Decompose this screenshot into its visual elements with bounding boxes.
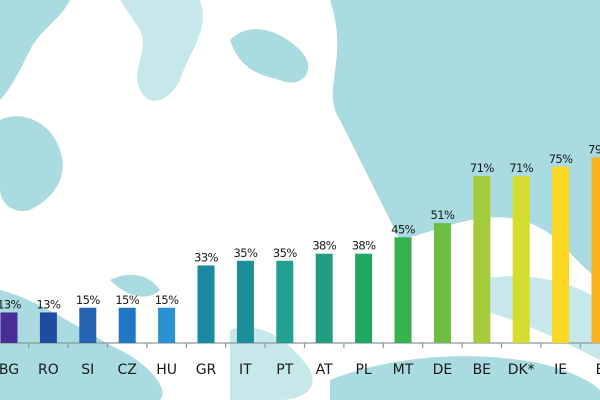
bar-mt <box>394 237 412 343</box>
bar-e <box>591 157 600 343</box>
value-label: 35% <box>273 246 297 260</box>
value-label: 75% <box>549 152 573 166</box>
value-label: 13% <box>37 297 61 311</box>
value-label: 79% <box>588 142 600 156</box>
value-label: 71% <box>470 161 494 175</box>
bar-hu <box>158 307 176 343</box>
value-label: 38% <box>352 239 376 253</box>
value-label: 51% <box>431 208 455 222</box>
value-label: 71% <box>509 161 533 175</box>
bar-de <box>433 223 451 343</box>
bar-pl <box>355 253 373 343</box>
category-label: CZ <box>118 362 137 378</box>
value-label: 15% <box>115 293 139 307</box>
bar-ie <box>552 166 570 343</box>
category-label: PT <box>276 362 293 378</box>
value-label: 45% <box>391 222 415 236</box>
category-label: E <box>596 362 600 378</box>
value-label: 15% <box>155 293 179 307</box>
value-label: 15% <box>76 293 100 307</box>
category-label: PL <box>355 362 371 378</box>
value-label: 38% <box>312 239 336 253</box>
category-label: AT <box>316 362 333 378</box>
category-label: MT <box>393 362 414 378</box>
bar-cz <box>118 307 136 343</box>
bar-ro <box>39 312 57 343</box>
category-label: BE <box>473 362 491 378</box>
bar-dk <box>512 176 530 343</box>
bar-si <box>79 307 97 343</box>
value-label: 35% <box>234 246 258 260</box>
bar-bg <box>0 312 18 343</box>
bar-at <box>315 253 333 343</box>
bar-be <box>473 176 491 343</box>
value-label: 13% <box>0 297 22 311</box>
category-label: DK* <box>508 362 535 378</box>
category-label: SI <box>81 362 94 378</box>
category-label: BG <box>0 362 19 378</box>
category-label: RO <box>38 362 59 378</box>
category-label: IT <box>239 362 252 378</box>
category-label: IE <box>554 362 567 378</box>
bar-pt <box>276 260 294 343</box>
value-label: 33% <box>194 250 218 264</box>
category-label: HU <box>156 362 177 378</box>
category-label: DE <box>433 362 453 378</box>
bar-it <box>236 260 254 343</box>
bar-gr <box>197 265 215 343</box>
category-label: GR <box>196 362 217 378</box>
